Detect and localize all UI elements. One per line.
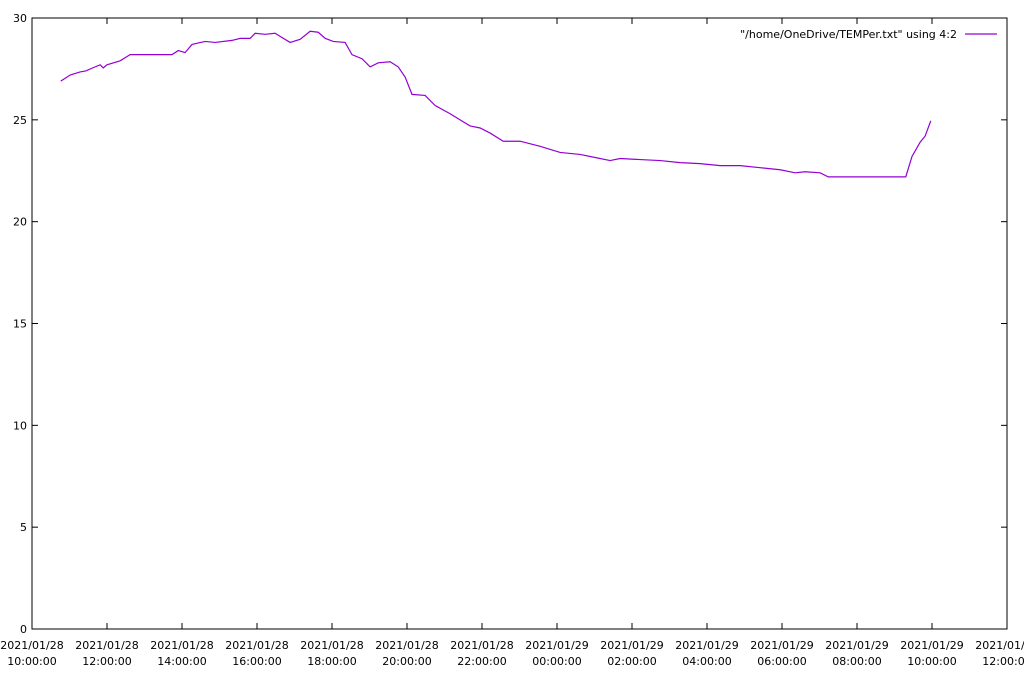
x-tick-label: 2021/01/29 04:00:00 xyxy=(675,639,738,668)
x-tick-label: 2021/01/28 22:00:00 xyxy=(450,639,513,668)
x-tick-label: 2021/01/29 10:00:00 xyxy=(900,639,963,668)
x-tick-label: 2021/01/28 20:00:00 xyxy=(375,639,438,668)
y-tick-label: 20 xyxy=(13,216,27,229)
plot-border xyxy=(31,17,1008,630)
y-tick-label: 5 xyxy=(20,521,27,534)
x-tick-label: 2021/01/29 00:00:00 xyxy=(525,639,588,668)
y-tick-label: 25 xyxy=(13,114,27,127)
x-tick-label: 2021/01/29 02:00:00 xyxy=(600,639,663,668)
x-tick-label: 2021/01/28 16:00:00 xyxy=(225,639,288,668)
x-tick-label: 2021/01/29 08:00:00 xyxy=(825,639,888,668)
x-tick-label: 2021/01/28 10:00:00 xyxy=(0,639,63,668)
y-tick-label: 0 xyxy=(20,623,27,636)
x-tick-label: 2021/01/28 12:00:00 xyxy=(75,639,138,668)
y-tick-label: 15 xyxy=(13,318,27,331)
x-tick-label: 2021/01/28 18:00:00 xyxy=(300,639,363,668)
legend-label: "/home/OneDrive/TEMPer.txt" using 4:2 xyxy=(740,28,957,41)
x-tick-label: 2021/01/29 06:00:00 xyxy=(750,639,813,668)
data-line xyxy=(60,30,932,178)
x-tick-label: 2021/01/2912:00:00 xyxy=(975,639,1024,668)
x-tick-label: 2021/01/28 14:00:00 xyxy=(150,639,213,668)
y-tick-label: 10 xyxy=(13,419,27,432)
y-tick-label: 30 xyxy=(13,12,27,25)
